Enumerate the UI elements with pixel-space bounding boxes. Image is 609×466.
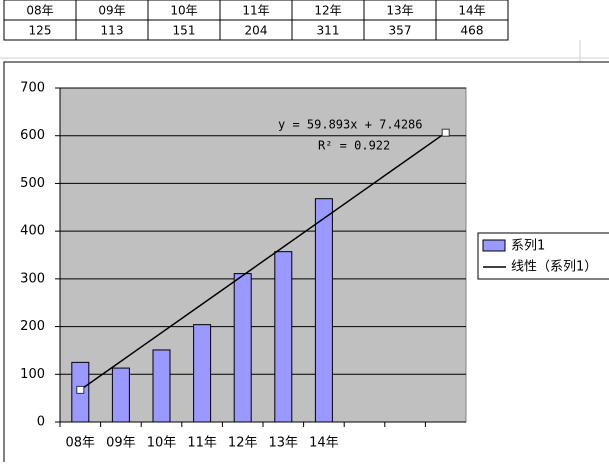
table-value: 204 — [245, 24, 268, 38]
trendline-end — [441, 128, 450, 137]
y-tick-label: 200 — [20, 319, 45, 334]
legend-label: 系列1 — [511, 239, 545, 254]
x-tick-label: 12年 — [228, 436, 258, 451]
y-tick-label: 700 — [20, 81, 45, 96]
table-header: 09年 — [98, 4, 125, 18]
legend-swatch — [482, 239, 506, 252]
bar — [233, 273, 252, 423]
table-value: 113 — [101, 24, 124, 38]
bar — [111, 367, 130, 423]
trendline — [79, 132, 447, 391]
x-tick-label: 08年 — [66, 436, 96, 451]
trend-r2: R² = 0.922 — [318, 139, 390, 153]
trendline-end — [76, 385, 85, 394]
table-value: 468 — [461, 24, 484, 38]
y-tick-label: 0 — [37, 415, 45, 430]
table-header: 08年 — [26, 4, 53, 18]
table-header: 10年 — [170, 4, 197, 18]
bar — [314, 198, 333, 423]
bar — [274, 251, 293, 423]
plot-area — [59, 87, 467, 423]
table-cell — [435, 19, 509, 41]
x-tick-label: 14年 — [309, 436, 339, 451]
sheet-grid — [0, 40, 609, 62]
y-tick-label: 300 — [20, 271, 45, 286]
bar — [193, 324, 212, 423]
table-header: 13年 — [386, 4, 413, 18]
table-value: 125 — [29, 24, 52, 38]
table-header: 11年 — [242, 4, 269, 18]
x-tick-label: 10年 — [147, 436, 177, 451]
y-tick-label: 600 — [20, 128, 45, 143]
table-value: 311 — [317, 24, 340, 38]
table-header: 14年 — [458, 4, 485, 18]
y-tick-label: 400 — [20, 224, 45, 239]
table-header: 12年 — [314, 4, 341, 18]
trend-equation: y = 59.893x + 7.4286 — [278, 118, 423, 132]
legend-label: 线性（系列1） — [511, 260, 597, 275]
x-tick-label: 11年 — [187, 436, 217, 451]
y-tick-label: 100 — [20, 367, 45, 382]
y-tick-label: 500 — [20, 176, 45, 191]
bar — [152, 349, 171, 423]
x-tick-label: 09年 — [106, 436, 136, 451]
table-value: 357 — [389, 24, 412, 38]
x-tick-label: 13年 — [269, 436, 299, 451]
table-value: 151 — [173, 24, 196, 38]
